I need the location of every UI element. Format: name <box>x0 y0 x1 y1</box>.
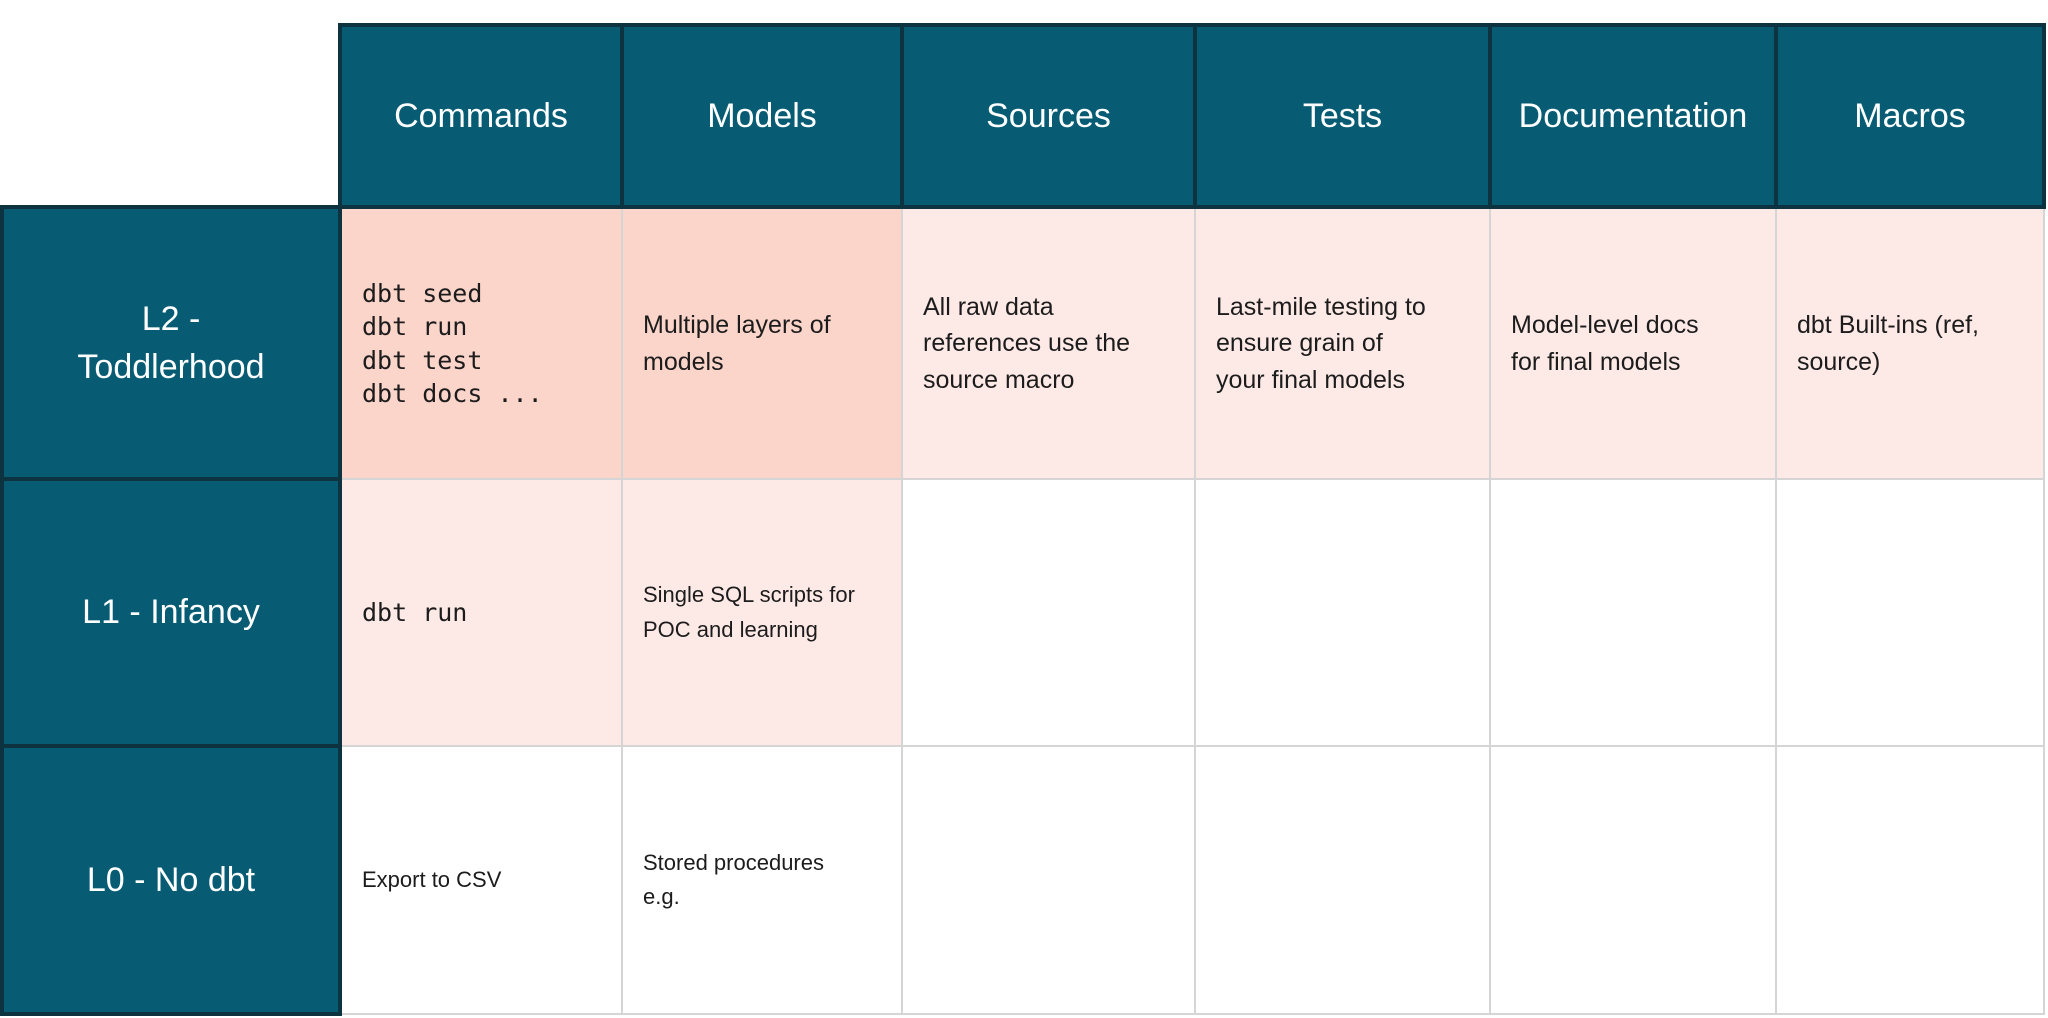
cell-l1-sources <box>901 478 1196 747</box>
corner-cell <box>2 25 340 207</box>
table-row: L0 - No dbt Export to CSV Stored procedu… <box>0 744 2045 1016</box>
cell-l1-commands: dbt run <box>339 478 623 747</box>
cell-l1-macros <box>1775 478 2045 747</box>
column-header-models: Models <box>620 23 904 209</box>
column-header-macros: Macros <box>1774 23 2046 209</box>
column-header-sources: Sources <box>900 23 1197 209</box>
cell-l1-models: Single SQL scripts for POC and learning <box>621 478 903 747</box>
row-header-l2-toddlerhood: L2 - Toddlerhood <box>0 205 342 481</box>
cell-l0-commands: Export to CSV <box>339 745 623 1015</box>
cell-l2-tests: Last-mile testing to ensure grain of you… <box>1194 206 1491 480</box>
cell-l1-documentation <box>1489 478 1777 747</box>
cell-l2-commands: dbt seed dbt run dbt test dbt docs ... <box>339 206 623 480</box>
column-header-commands: Commands <box>338 23 624 209</box>
column-header-tests: Tests <box>1193 23 1492 209</box>
cell-l2-documentation: Model-level docs for final models <box>1489 206 1777 480</box>
maturity-table: Commands Models Sources Tests Documentat… <box>0 23 2046 1016</box>
table-row: L2 - Toddlerhood dbt seed dbt run dbt te… <box>0 205 2045 481</box>
cell-l2-macros: dbt Built-ins (ref, source) <box>1775 206 2045 480</box>
cell-l0-sources <box>901 745 1196 1015</box>
row-header-l0-no-dbt: L0 - No dbt <box>0 744 342 1016</box>
row-header-l1-infancy: L1 - Infancy <box>0 477 342 748</box>
cell-l1-tests <box>1194 478 1491 747</box>
cell-l0-models: Stored procedures e.g. <box>621 745 903 1015</box>
column-header-documentation: Documentation <box>1488 23 1778 209</box>
cell-l0-documentation <box>1489 745 1777 1015</box>
cell-l2-models: Multiple layers of models <box>621 206 903 480</box>
cell-l2-sources: All raw data references use the source m… <box>901 206 1196 480</box>
table-row: L1 - Infancy dbt run Single SQL scripts … <box>0 477 2045 748</box>
cell-l0-tests <box>1194 745 1491 1015</box>
cell-l0-macros <box>1775 745 2045 1015</box>
